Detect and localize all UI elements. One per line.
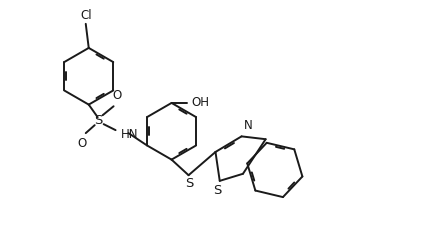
Text: Cl: Cl xyxy=(80,9,91,22)
Text: HN: HN xyxy=(120,128,138,141)
Text: N: N xyxy=(243,119,252,132)
Text: O: O xyxy=(77,137,87,150)
Text: S: S xyxy=(213,184,222,197)
Text: OH: OH xyxy=(191,96,209,110)
Text: S: S xyxy=(94,114,103,127)
Text: S: S xyxy=(185,177,194,190)
Text: O: O xyxy=(112,89,121,102)
